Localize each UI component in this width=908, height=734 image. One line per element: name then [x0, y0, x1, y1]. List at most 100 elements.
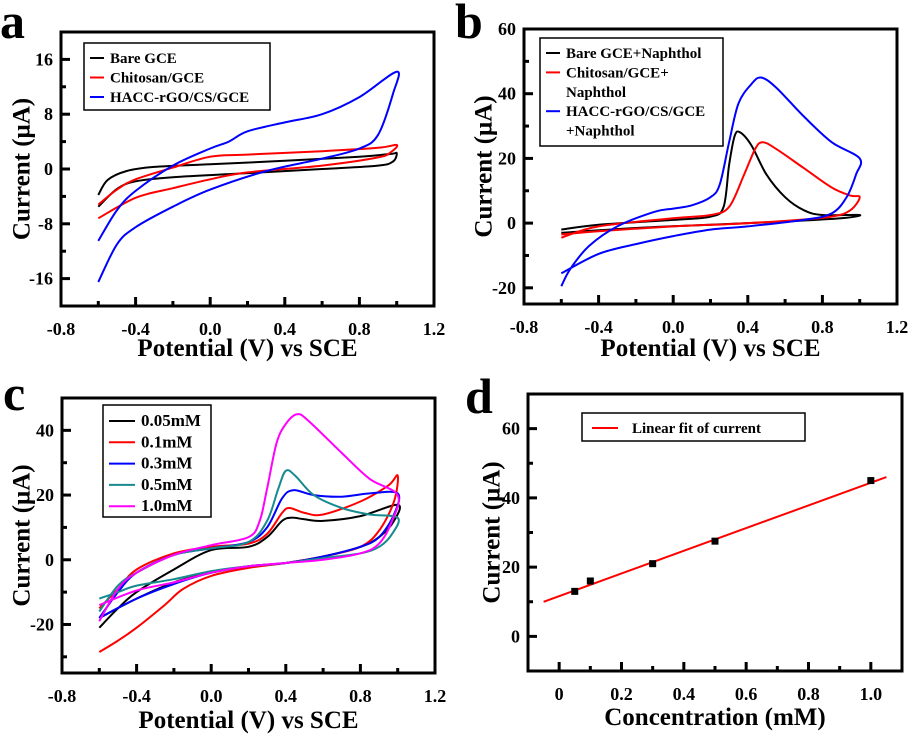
legend-label: Naphthol: [566, 85, 626, 101]
series-line-1: [560, 141, 861, 239]
plot-area: [98, 413, 401, 653]
legend-label: Bare GCE+Naphthol: [566, 46, 701, 62]
x-axis-title: Potential (V) vs SCE: [600, 335, 820, 362]
y-tick-label: 40: [498, 84, 516, 104]
x-tick-label: 0.8: [348, 319, 371, 339]
y-axis-title: Current (μA): [9, 464, 36, 606]
plot-area: [560, 76, 863, 287]
y-axis-title: Current (μA): [471, 95, 498, 237]
panel-letter: d: [465, 368, 493, 424]
y-tick-label: 16: [35, 49, 53, 69]
y-tick-label: 0: [507, 213, 516, 233]
x-tick-label: -0.8: [48, 686, 77, 706]
x-tick-label: 1.2: [423, 319, 446, 339]
y-tick-label: -20: [492, 278, 516, 298]
panel-d: d 0 0.2 0.4 0.6 0.8 1.0 0 20 40 60 Concentration (m…: [465, 368, 904, 731]
x-tick-label: 0.4: [274, 319, 297, 339]
y-tick-label: 0: [44, 159, 53, 179]
y-tick-label: 20: [502, 557, 520, 577]
y-tick-label: 40: [502, 488, 520, 508]
x-tick-label: -0.4: [584, 317, 613, 337]
x-tick-label: 1.0: [860, 684, 883, 704]
data-point: [867, 477, 875, 485]
legend: Bare GCE+Naphthol Chitosan/GCE+ Naphthol HA…: [539, 37, 724, 147]
legend-box: [581, 412, 806, 442]
data-point: [711, 537, 719, 545]
x-tick-label: 0.8: [349, 686, 372, 706]
panel-b: b -0.8 -0.4 0.0 0.4 0.8 1.2 -20 0 20 40 60 Potential…: [455, 0, 908, 362]
y-tick-label: 60: [498, 19, 516, 39]
legend: 0.05mM 0.1mM 0.3mM 0.5mM 1.0mM: [102, 404, 212, 518]
x-tick-label: 0.4: [673, 684, 696, 704]
x-tick-label: -0.4: [122, 686, 151, 706]
panel-a: a -0.8 -0.4 0.0 0.4 0.8 1.2 -16 -8 0 8 16 Potential …: [0, 0, 445, 362]
x-axis-title: Potential (V) vs SCE: [138, 707, 358, 734]
panel-letter: a: [0, 0, 25, 49]
y-tick-label: -16: [29, 269, 53, 289]
plot-frame: [60, 396, 437, 675]
x-tick-label: 1.2: [424, 686, 447, 706]
legend-label: Linear fit of current: [632, 421, 761, 437]
legend-label: 0.1mM: [141, 432, 192, 451]
legend-label: 0.5mM: [141, 475, 192, 494]
legend-box: [102, 404, 212, 518]
series-line-0: [97, 151, 398, 208]
plot-area: [543, 476, 887, 603]
y-tick-label: 0: [45, 550, 54, 570]
data-point: [586, 577, 594, 585]
x-axis-title: Concentration (mM): [604, 704, 825, 731]
plot-frame: [59, 30, 436, 308]
plot-area: [97, 70, 400, 283]
y-tick-label: 0: [511, 626, 520, 646]
legend-box: [83, 42, 271, 111]
plot-frame: [522, 27, 899, 306]
y-tick-label: 8: [44, 104, 53, 124]
legend-label: HACC-rGO/CS/GCE: [566, 104, 705, 120]
x-tick-label: -0.8: [47, 319, 76, 339]
series-line-1: [97, 143, 399, 220]
y-axis-title: Current (μA): [9, 98, 36, 240]
legend-label: HACC-rGO/CS/GCE: [110, 90, 249, 106]
x-tick-label: 0.6: [735, 684, 758, 704]
y-tick-label: 60: [502, 419, 520, 439]
legend: Linear fit of current: [581, 412, 806, 442]
y-axis-title: Current (μA): [479, 461, 506, 603]
legend-label: Chitosan/GCE+: [566, 65, 669, 81]
y-tick-label: 20: [36, 485, 54, 505]
y-tick-label: -8: [38, 214, 53, 234]
panel-letter: c: [3, 365, 25, 421]
x-tick-label: -0.8: [510, 317, 539, 337]
x-tick-label: -0.4: [121, 319, 150, 339]
legend-label: Bare GCE: [110, 51, 177, 67]
series-line-1: [98, 474, 399, 653]
x-tick-label: 0.4: [737, 317, 760, 337]
data-point: [649, 560, 657, 568]
panel-letter: b: [455, 0, 483, 49]
legend-label: 0.3mM: [141, 454, 192, 473]
legend-label: Chitosan/GCE: [110, 71, 204, 87]
legend-label: 0.05mM: [141, 411, 201, 430]
x-axis-title: Potential (V) vs SCE: [137, 335, 357, 362]
data-point: [571, 587, 579, 595]
x-tick-label: 0.0: [200, 686, 223, 706]
panel-c: c -0.8 -0.4 0.0 0.4 0.8 1.2 -20 0 20 40 Potential (…: [3, 365, 446, 734]
legend: Bare GCE Chitosan/GCE HACC-rGO/CS/GCE: [83, 42, 271, 111]
x-tick-label: 0: [555, 684, 564, 704]
x-tick-label: 0.8: [797, 684, 820, 704]
x-tick-label: 0.0: [199, 319, 222, 339]
legend-label: +Naphthol: [566, 124, 635, 140]
legend-box: [539, 37, 724, 147]
y-tick-label: 20: [498, 148, 516, 168]
x-tick-label: 0.8: [811, 317, 834, 337]
y-tick-label: 40: [36, 420, 54, 440]
series-line-2: [97, 70, 400, 283]
series-line-2: [560, 76, 863, 287]
x-tick-label: 0.4: [275, 686, 298, 706]
x-tick-label: 1.2: [886, 317, 908, 337]
x-tick-label: 0.2: [610, 684, 633, 704]
x-tick-label: 0.0: [662, 317, 685, 337]
series-line-3: [98, 469, 400, 613]
series-line-4: [98, 413, 400, 622]
plot-frame: [526, 392, 904, 673]
